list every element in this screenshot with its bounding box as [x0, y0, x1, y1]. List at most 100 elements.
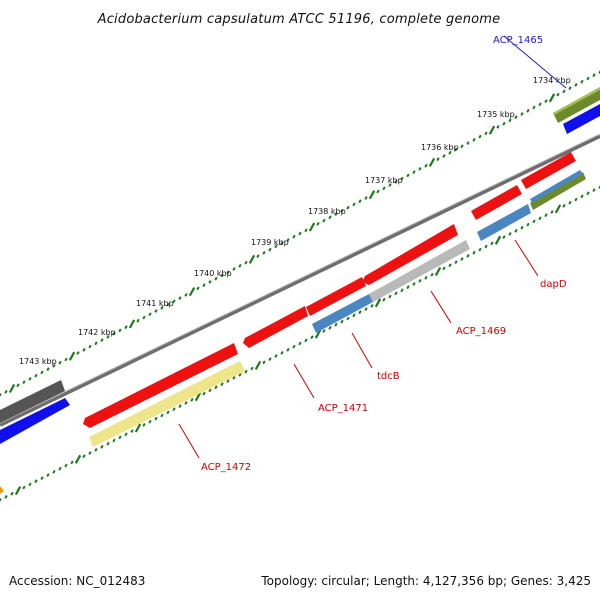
minor-tick [268, 247, 272, 252]
minor-tick [322, 218, 326, 223]
minor-tick [286, 347, 290, 352]
minor-tick [352, 313, 356, 318]
minor-tick [310, 335, 314, 340]
minor-tick [526, 222, 530, 227]
major-tick [554, 204, 562, 214]
minor-tick [52, 469, 56, 474]
minor-tick [448, 150, 452, 155]
minor-tick [46, 473, 50, 477]
minor-tick [502, 121, 506, 126]
gene-red-top-2[interactable] [471, 185, 522, 220]
minor-tick [460, 144, 464, 149]
minor-tick [388, 294, 392, 299]
minor-tick [394, 291, 398, 296]
accession-text: Accession: NC_012483 [9, 574, 146, 588]
minor-tick [544, 99, 548, 103]
gene-label-acp-1472[interactable]: ACP_1472 [201, 462, 251, 473]
gene-orange-edge[interactable] [0, 486, 4, 494]
minor-tick [514, 228, 518, 233]
scale-label: 1742 kbp [78, 328, 116, 337]
minor-tick [460, 257, 464, 261]
gene-label-tdcb[interactable]: tdcB [377, 371, 400, 382]
gene-tdcb-blue[interactable] [312, 294, 373, 333]
gene-acp-1471-red[interactable] [243, 306, 308, 348]
minor-tick [376, 189, 380, 194]
gene-label-acp-1469[interactable]: ACP_1469 [456, 326, 506, 337]
minor-tick [358, 199, 362, 204]
minor-tick [358, 310, 362, 315]
minor-tick [202, 391, 206, 396]
minor-tick [574, 197, 578, 202]
genome-backbone-highlight [0, 133, 600, 424]
minor-tick [100, 338, 104, 342]
minor-tick [232, 267, 236, 271]
minor-tick [268, 357, 272, 362]
minor-tick [298, 231, 302, 236]
gene-olive-highlight [553, 87, 600, 115]
major-tick [248, 254, 256, 264]
minor-tick [532, 219, 536, 224]
minor-tick [64, 357, 68, 362]
major-tick [434, 266, 442, 277]
minor-tick [220, 273, 224, 278]
gene-red-top-1[interactable] [521, 152, 576, 189]
minor-tick [262, 251, 266, 255]
gene-label-acp-1471[interactable]: ACP_1471 [318, 403, 368, 414]
minor-tick [406, 285, 410, 290]
outer-scale-ticks [0, 70, 600, 397]
gene-label-acp-1465[interactable]: ACP_1465 [493, 35, 543, 46]
minor-tick [178, 296, 182, 300]
minor-tick [28, 377, 32, 381]
minor-tick [118, 328, 122, 333]
scale-label: 1740 kbp [194, 269, 232, 278]
minor-tick [346, 316, 350, 321]
major-tick [374, 298, 382, 308]
gene-red-mid[interactable] [306, 277, 366, 316]
minor-tick [304, 338, 308, 343]
gene-darkgray-left[interactable] [0, 380, 65, 423]
gene-olive-upper[interactable] [530, 170, 583, 203]
gene-dapd-olive[interactable] [530, 172, 586, 210]
scale-label: 1736 kbp [421, 143, 459, 152]
minor-tick [346, 205, 350, 210]
minor-tick [184, 293, 188, 297]
gene-label-lines [178, 35, 567, 459]
minor-tick [232, 376, 236, 380]
minor-tick [436, 157, 440, 162]
minor-tick [94, 448, 98, 452]
minor-tick [202, 283, 206, 288]
scale-labels: 1734 kbp 1735 kbp 1736 kbp 1737 kbp 1738 kbp… [19, 76, 571, 366]
minor-tick [106, 335, 110, 339]
minor-tick [508, 232, 512, 236]
gene-label-dapd[interactable]: dapD [540, 279, 567, 290]
reverse-gene-block[interactable] [89, 170, 586, 447]
gene-blue-left[interactable] [0, 398, 70, 444]
minor-tick [154, 416, 158, 421]
minor-tick [94, 341, 98, 346]
gene-acp-1472-red[interactable] [83, 343, 238, 428]
minor-tick [328, 215, 332, 220]
gene-block[interactable] [0, 87, 600, 444]
major-tick [368, 190, 376, 200]
gene-acp-1469-red[interactable] [362, 224, 458, 285]
gene-acp-1472-khaki[interactable] [89, 361, 245, 447]
minor-tick [484, 131, 488, 136]
major-tick [494, 235, 502, 245]
minor-tick [52, 364, 56, 368]
minor-tick [328, 326, 332, 330]
major-tick [314, 329, 322, 339]
minor-tick [598, 185, 600, 189]
minor-tick [484, 244, 488, 249]
major-tick [488, 125, 496, 135]
minor-tick [472, 137, 476, 142]
minor-tick [154, 309, 158, 313]
gene-acp-1465-blue[interactable] [563, 104, 600, 134]
minor-tick [490, 241, 494, 246]
minor-tick [562, 89, 566, 94]
gene-acp-1469-gray[interactable] [369, 240, 470, 302]
minor-tick [538, 102, 542, 107]
minor-tick [382, 297, 386, 302]
minor-tick [448, 263, 452, 268]
inner-scale-ticks [0, 185, 600, 502]
gene-dapd-blue[interactable] [477, 204, 531, 241]
